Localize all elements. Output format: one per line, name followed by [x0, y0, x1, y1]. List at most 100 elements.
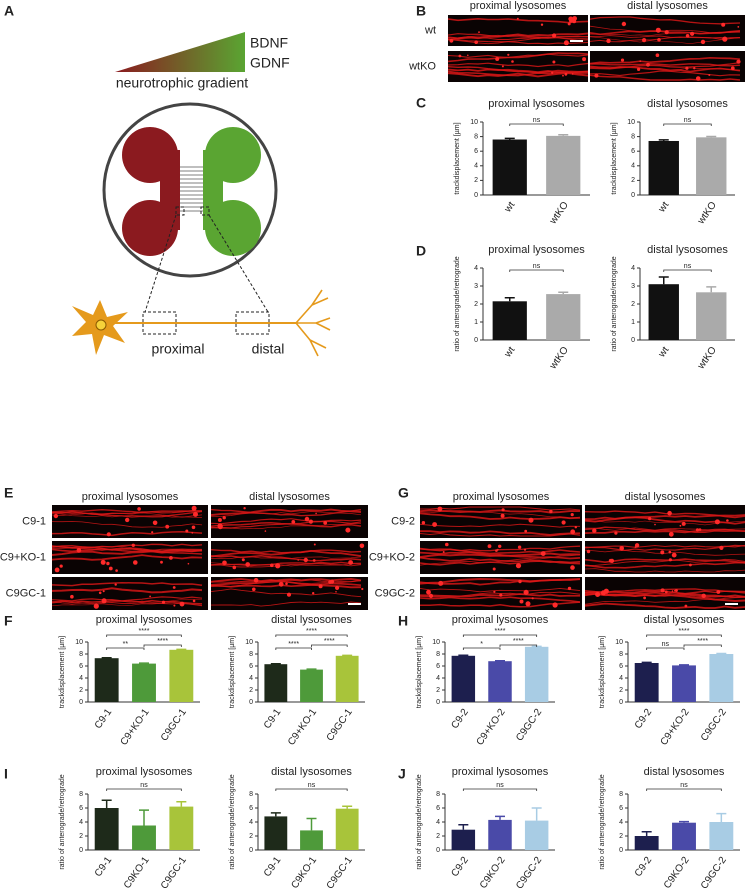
- lysosome-spot: [245, 562, 250, 567]
- y-tick-label: 2: [631, 301, 635, 308]
- bar: [546, 135, 581, 195]
- lysosome-spot: [114, 583, 117, 586]
- lysosome-spot: [657, 38, 661, 42]
- lysosome-spot: [595, 592, 601, 597]
- lysosome-spot: [668, 558, 673, 562]
- lysosome-streak: [51, 510, 203, 518]
- lysosome-spot: [552, 60, 556, 64]
- bar: [672, 665, 696, 702]
- lysosome-spot: [685, 34, 690, 38]
- lysosome-streak: [51, 598, 203, 605]
- lysosome-spot: [100, 559, 106, 565]
- lysosome-spot: [106, 561, 110, 566]
- micrograph: [447, 51, 589, 82]
- lysosome-spot: [660, 588, 665, 593]
- y-tick-label: 8: [249, 791, 253, 798]
- lysosome-streak: [584, 514, 746, 523]
- lysosome-spot: [531, 597, 534, 600]
- lysosome-streak: [210, 555, 362, 562]
- lysosome-spot: [102, 590, 105, 593]
- lysosome-spot: [646, 62, 650, 67]
- y-tick-label: 10: [627, 119, 635, 126]
- bar-chart: proximal lysosomes ratio of anterograde/r…: [454, 244, 590, 372]
- bar: [169, 806, 194, 850]
- lysosome-streak: [51, 602, 203, 607]
- significance-label: ****: [697, 638, 708, 645]
- panel-label: C: [416, 95, 426, 111]
- lysosome-streak: [210, 508, 362, 517]
- bar: [488, 661, 512, 702]
- lysosome-spot: [679, 524, 682, 527]
- y-tick-label: 0: [631, 192, 635, 199]
- lysosome-streak: [210, 578, 362, 584]
- bar: [709, 654, 734, 702]
- y-tick-label: 2: [619, 833, 623, 840]
- lysosome-spot: [253, 578, 259, 583]
- lysosome-spot: [286, 592, 292, 597]
- lysosome-spot: [507, 53, 510, 56]
- y-tick-label: 4: [436, 819, 440, 826]
- bar: [94, 808, 119, 850]
- bar: [648, 284, 679, 340]
- bar-chart: distal lysosomes ratio of anterograde/ret…: [229, 766, 365, 891]
- error-bar: [495, 815, 505, 820]
- lysosome-spot: [191, 525, 196, 530]
- error-bar: [558, 291, 569, 295]
- segment-label: proximal: [152, 341, 205, 357]
- lysosome-spot: [495, 57, 500, 61]
- error-bar: [270, 812, 281, 817]
- lysosome-spot: [525, 601, 531, 607]
- column-header: distal lysosomes: [249, 491, 330, 503]
- bar-chart: proximal lysosomes trackdisplacement [µm]…: [59, 614, 200, 748]
- significance-bracket: [663, 123, 712, 126]
- lysosome-spot: [516, 17, 519, 20]
- microgrooves: [180, 166, 203, 212]
- lysosome-spot: [655, 27, 661, 33]
- significance-bracket: [275, 788, 348, 791]
- lysosome-streak: [447, 17, 589, 24]
- lysosome-spot: [243, 507, 246, 510]
- lysosome-spot: [684, 604, 688, 608]
- y-tick-label: 6: [436, 663, 440, 670]
- lysosome-spot: [54, 567, 60, 573]
- bar: [335, 655, 359, 702]
- micrograph: [210, 541, 368, 574]
- row-label: C9-1: [22, 515, 46, 527]
- y-tick-label: 10: [245, 639, 253, 646]
- lysosome-spot: [737, 26, 740, 28]
- x-tick-label: wtKO: [547, 345, 571, 372]
- y-tick-label: 8: [436, 651, 440, 658]
- y-tick-label: 0: [249, 847, 253, 854]
- lysosome-spot: [523, 548, 527, 551]
- lysosome-streak: [584, 568, 746, 573]
- lysosome-streak: [419, 532, 581, 537]
- lysosome-streak: [420, 530, 581, 536]
- lysosome-streak: [447, 62, 589, 68]
- column-header: proximal lysosomes: [82, 491, 179, 503]
- lysosome-streak: [51, 544, 203, 555]
- significance-label: ns: [308, 782, 316, 789]
- lysosome-streak: [210, 588, 362, 598]
- bar: [696, 292, 727, 340]
- lysosome-spot: [125, 517, 130, 523]
- x-tick-label: C9+KO-2: [475, 707, 508, 748]
- lysosome-spot: [151, 531, 154, 534]
- y-tick-label: 3: [474, 283, 478, 290]
- lysosome-spot: [689, 563, 692, 567]
- y-axis-label: trackdisplacement [µm]: [59, 636, 66, 708]
- lysosome-streak: [51, 530, 203, 537]
- y-tick-label: 6: [79, 805, 83, 812]
- lysosome-spot: [549, 509, 553, 514]
- lysosome-spot: [714, 519, 720, 525]
- lysosome-spot: [695, 76, 701, 81]
- lysosome-spot: [161, 600, 166, 604]
- column-header: distal lysosomes: [627, 0, 708, 12]
- error-bar: [531, 807, 542, 821]
- micrograph: [589, 15, 745, 46]
- lysosome-spot: [664, 590, 668, 594]
- lysosome-spot: [59, 564, 63, 568]
- lysosome-streak: [589, 35, 741, 39]
- error-bar: [679, 820, 689, 823]
- lysosome-spot: [642, 38, 647, 43]
